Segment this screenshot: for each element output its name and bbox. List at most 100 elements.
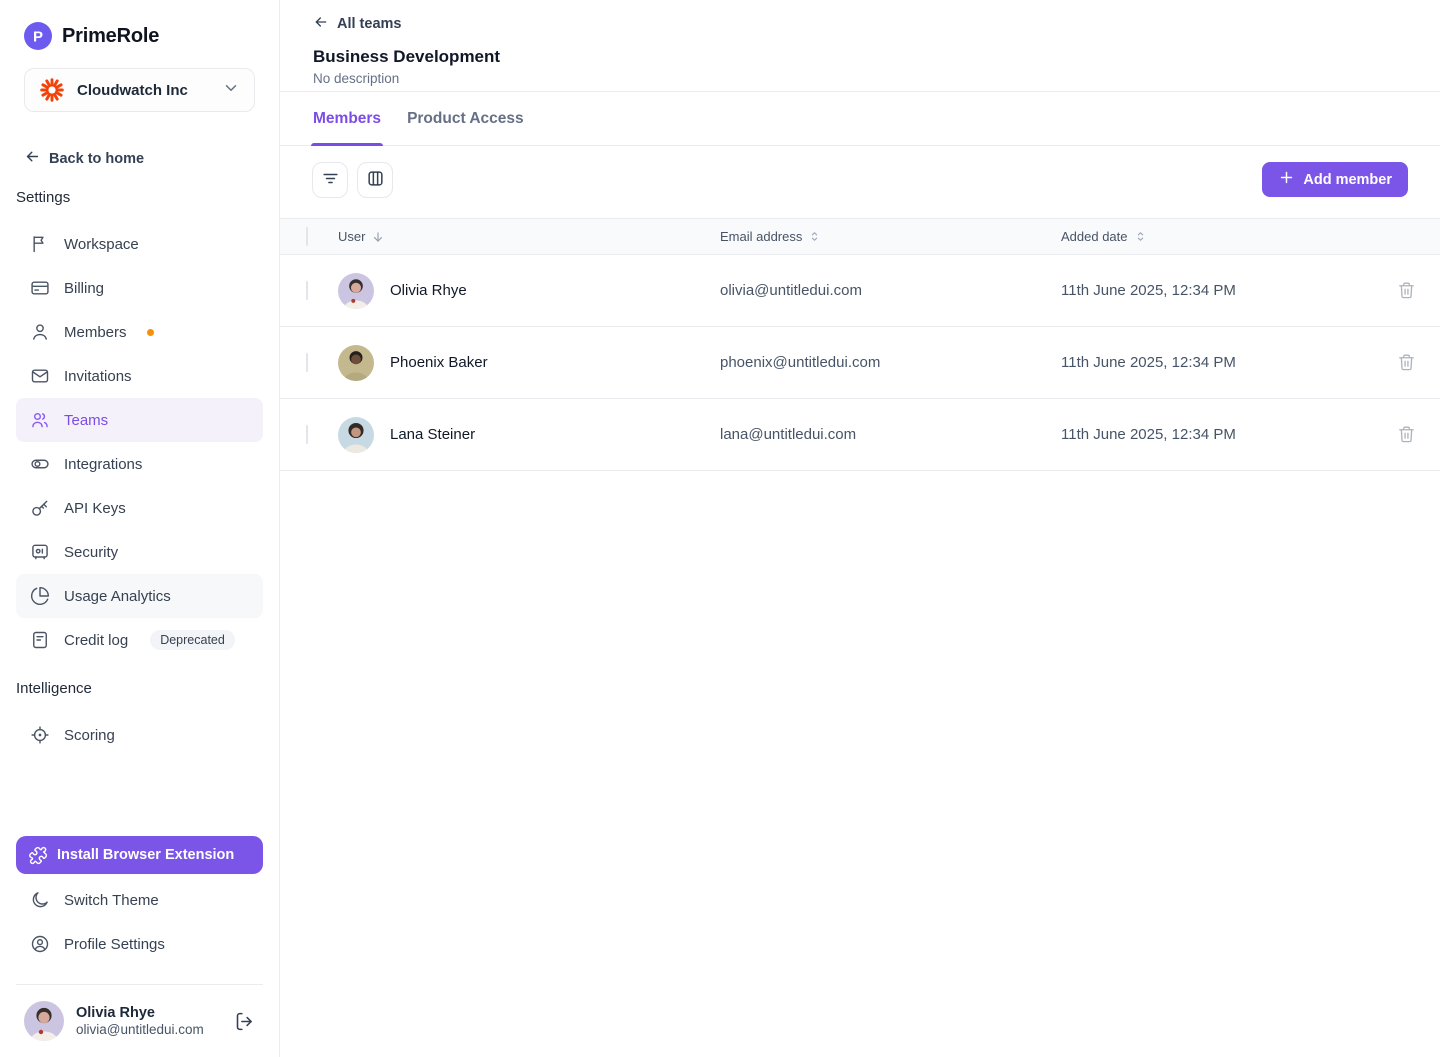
- member-added-date: 11th June 2025, 12:34 PM: [1061, 354, 1236, 371]
- trash-icon[interactable]: [1397, 353, 1416, 372]
- all-teams-link[interactable]: All teams: [313, 14, 401, 34]
- add-member-label: Add member: [1303, 171, 1392, 188]
- sidebar-item-scoring[interactable]: Scoring: [16, 713, 263, 757]
- org-selector[interactable]: Cloudwatch Inc: [24, 68, 255, 112]
- arrow-down-icon: [371, 230, 385, 244]
- filter-button[interactable]: [312, 162, 348, 198]
- row-checkbox[interactable]: [306, 424, 308, 444]
- sunburst-icon: [39, 77, 65, 103]
- target-icon: [30, 725, 50, 745]
- section-label-settings: Settings: [16, 189, 71, 206]
- tab-product-access[interactable]: Product Access: [407, 109, 524, 127]
- member-name: Lana Steiner: [390, 426, 476, 443]
- sidebar-divider: [16, 984, 263, 985]
- member-added-date: 11th June 2025, 12:34 PM: [1061, 282, 1236, 299]
- user-name: Olivia Rhye: [76, 1005, 155, 1021]
- logout-icon[interactable]: [234, 1011, 255, 1032]
- current-user-card: Olivia Rhye olivia@untitledui.com: [0, 985, 279, 1057]
- file-text-icon: [30, 630, 50, 650]
- sidebar-item-integrations[interactable]: Integrations: [16, 442, 263, 486]
- install-extension-label: Install Browser Extension: [57, 847, 235, 863]
- trash-icon[interactable]: [1397, 425, 1416, 444]
- table-row: Phoenix Baker phoenix@untitledui.com 11t…: [280, 327, 1440, 399]
- sidebar-item-credit-log[interactable]: Credit log Deprecated: [16, 618, 263, 662]
- arrow-left-icon: [24, 148, 41, 169]
- sidebar-item-label: Workspace: [64, 235, 139, 253]
- row-checkbox[interactable]: [306, 352, 308, 372]
- member-added-date: 11th June 2025, 12:34 PM: [1061, 426, 1236, 443]
- sidebar-spacer: [0, 757, 279, 836]
- sidebar-item-label: Usage Analytics: [64, 587, 171, 605]
- add-member-button[interactable]: Add member: [1262, 162, 1408, 197]
- sidebar-item-label: Members: [64, 323, 127, 341]
- select-all-checkbox[interactable]: [306, 226, 308, 246]
- user-circle-icon: [30, 934, 50, 954]
- page-description: No description: [313, 71, 400, 86]
- columns-icon: [366, 169, 385, 191]
- sidebar: P PrimeRole Cloudwatch Inc: [0, 0, 280, 1057]
- member-email: lana@untitledui.com: [720, 426, 857, 443]
- sidebar-item-security[interactable]: Security: [16, 530, 263, 574]
- intelligence-nav: Scoring: [0, 713, 279, 757]
- puzzle-icon: [29, 846, 48, 865]
- sidebar-item-label: Invitations: [64, 367, 132, 385]
- column-header-email[interactable]: Email address: [720, 229, 1061, 244]
- user-cell: Lana Steiner: [338, 416, 720, 453]
- moon-icon: [30, 890, 50, 910]
- sidebar-item-billing[interactable]: Billing: [16, 266, 263, 310]
- credit-card-icon: [30, 278, 50, 298]
- trash-icon[interactable]: [1397, 281, 1416, 300]
- pie-chart-icon: [30, 586, 50, 606]
- tab-members[interactable]: Members: [310, 92, 384, 146]
- brand-name: PrimeRole: [62, 24, 160, 47]
- chevrons-up-down-icon: [808, 230, 821, 243]
- switch-theme-label: Switch Theme: [64, 891, 159, 909]
- sidebar-item-label: Security: [64, 543, 119, 561]
- profile-settings-item[interactable]: Profile Settings: [16, 922, 263, 966]
- avatar: [338, 344, 374, 381]
- avatar: [338, 272, 374, 309]
- tab-bar: Members Product Access: [280, 92, 1440, 146]
- table-header: User Email address Added date: [280, 218, 1440, 255]
- sidebar-item-members[interactable]: Members: [16, 310, 263, 354]
- user-cell: Phoenix Baker: [338, 344, 720, 381]
- install-extension-button[interactable]: Install Browser Extension: [16, 836, 263, 874]
- column-label: Email address: [720, 229, 803, 244]
- columns-button[interactable]: [357, 162, 393, 198]
- column-header-added-date[interactable]: Added date: [1061, 229, 1372, 244]
- row-checkbox[interactable]: [306, 280, 308, 300]
- switch-theme-item[interactable]: Switch Theme: [16, 878, 263, 922]
- key-icon: [30, 498, 50, 518]
- table-row: Lana Steiner lana@untitledui.com 11th Ju…: [280, 399, 1440, 471]
- column-header-user[interactable]: User: [338, 229, 720, 244]
- sidebar-item-api-keys[interactable]: API Keys: [16, 486, 263, 530]
- member-email: olivia@untitledui.com: [720, 282, 862, 299]
- sidebar-item-label: Integrations: [64, 455, 143, 473]
- toggle-icon: [30, 454, 50, 474]
- sidebar-item-invitations[interactable]: Invitations: [16, 354, 263, 398]
- back-to-home-link[interactable]: Back to home: [24, 148, 255, 169]
- svg-text:P: P: [33, 29, 43, 46]
- toolbar: Add member: [280, 146, 1440, 218]
- page-header: All teams Business Development No descri…: [280, 0, 1440, 92]
- all-teams-label: All teams: [337, 16, 402, 32]
- avatar: [24, 1001, 64, 1041]
- section-label-intelligence: Intelligence: [16, 680, 92, 697]
- avatar: [338, 416, 374, 453]
- arrow-left-icon: [313, 14, 329, 34]
- sidebar-item-workspace[interactable]: Workspace: [16, 222, 263, 266]
- user-email: olivia@untitledui.com: [76, 1022, 204, 1037]
- notification-dot: [146, 328, 154, 336]
- chevron-down-icon: [222, 79, 240, 102]
- footer-nav: Switch Theme Profile Settings: [0, 878, 279, 966]
- primerole-logo-icon: P: [24, 22, 52, 50]
- sidebar-item-usage-analytics[interactable]: Usage Analytics: [16, 574, 263, 618]
- plus-icon: [1278, 169, 1295, 190]
- member-name: Phoenix Baker: [390, 354, 488, 371]
- sidebar-item-label: Scoring: [64, 726, 115, 744]
- sidebar-item-teams[interactable]: Teams: [16, 398, 263, 442]
- deprecated-badge: Deprecated: [150, 630, 235, 650]
- mail-icon: [30, 366, 50, 386]
- sidebar-item-label: Teams: [64, 411, 109, 429]
